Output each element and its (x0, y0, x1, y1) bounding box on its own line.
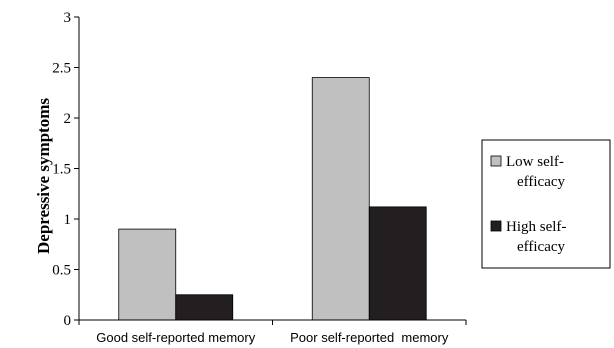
y-tick-label: 1 (64, 212, 72, 228)
bar-low-self-efficacy-poor-self-reported-memory (311, 77, 370, 321)
y-tick-label: 3 (64, 10, 72, 26)
bar-high-self-efficacy-poor-self-reported-memory (368, 206, 427, 321)
legend-label-low-self-efficacy-line2: efficacy (517, 174, 566, 190)
legend-swatch-high-self-efficacy (490, 220, 502, 232)
y-tick-label: 2.5 (52, 61, 71, 77)
legend: Low self- efficacy High self- efficacy (481, 139, 611, 269)
y-tick-label: 1.5 (52, 162, 71, 178)
legend-label-high-self-efficacy-line2: efficacy (517, 239, 566, 255)
y-ticks-layer: 0 0.5 1 1.5 2 2.5 3 (52, 10, 79, 329)
x-category-label: Good self-reported memory (96, 330, 255, 345)
y-axis-label: Depressive symptoms (34, 98, 53, 254)
bars-layer (118, 77, 427, 321)
y-tick-label: 2 (64, 111, 72, 127)
legend-swatch-low-self-efficacy (490, 155, 502, 167)
y-tick-label: 0.5 (52, 263, 71, 279)
bar-low-self-efficacy-good-self-reported-memory (118, 228, 177, 321)
x-category-label: Poor self-reported memory (290, 330, 449, 345)
legend-label-low-self-efficacy-line1: Low self- (506, 154, 564, 170)
legend-label-high-self-efficacy-line1: High self- (506, 219, 566, 235)
bar-high-self-efficacy-good-self-reported-memory (175, 294, 234, 321)
y-tick-label: 0 (64, 313, 72, 329)
legend-box (481, 139, 611, 269)
x-ticks-layer: Good self-reported memory Poor self-repor… (78, 320, 467, 345)
